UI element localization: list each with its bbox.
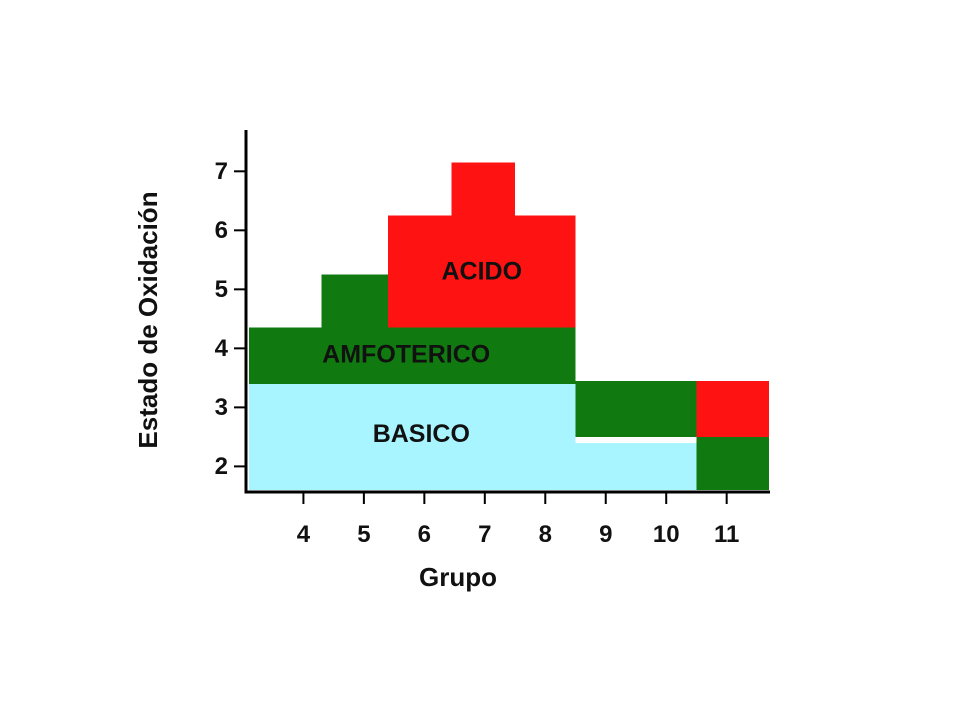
region-acido-cell-2 xyxy=(696,380,769,437)
region-acido-cell-0 xyxy=(388,215,576,328)
y-axis-title: Estado de Oxidación xyxy=(133,191,163,448)
region-basico-cell-1 xyxy=(249,442,697,490)
x-tick-label: 4 xyxy=(297,521,311,548)
x-tick-label: 9 xyxy=(599,521,612,548)
region-amfoterico-cell-3 xyxy=(696,436,769,490)
y-tick-label: 3 xyxy=(215,394,228,421)
y-axis-ticks: 2 3 4 5 6 7 xyxy=(215,158,246,480)
x-tick-label: 5 xyxy=(357,521,370,548)
x-tick-label: 11 xyxy=(714,521,739,548)
region-amfoterico-cell-0 xyxy=(249,327,576,384)
y-tick-label: 7 xyxy=(215,158,228,185)
x-axis-ticks: 4 5 6 7 8 9 10 11 xyxy=(297,492,739,548)
chart-axes xyxy=(244,130,770,494)
y-tick-label: 4 xyxy=(215,335,229,362)
x-tick-label: 7 xyxy=(478,521,491,548)
x-axis-title: Grupo xyxy=(419,562,497,592)
region-label-basico: BASICO xyxy=(373,420,470,448)
chart-regions xyxy=(249,162,769,490)
region-acido-cell-1 xyxy=(451,162,516,216)
region-label-acido: ACIDO xyxy=(442,258,523,286)
region-labels: ACIDO AMFOTERICO BASICO xyxy=(322,258,522,448)
region-label-amfoterico: AMFOTERICO xyxy=(322,340,490,368)
region-amfoterico-cell-2 xyxy=(575,380,697,437)
x-tick-label: 10 xyxy=(653,521,680,548)
y-tick-label: 2 xyxy=(215,453,228,480)
y-tick-label: 5 xyxy=(215,276,228,303)
region-basico-cell-0 xyxy=(249,383,576,443)
x-tick-label: 6 xyxy=(418,521,431,548)
x-tick-label: 8 xyxy=(539,521,552,548)
y-tick-label: 6 xyxy=(215,217,228,244)
region-amfoterico-cell-1 xyxy=(321,274,389,328)
